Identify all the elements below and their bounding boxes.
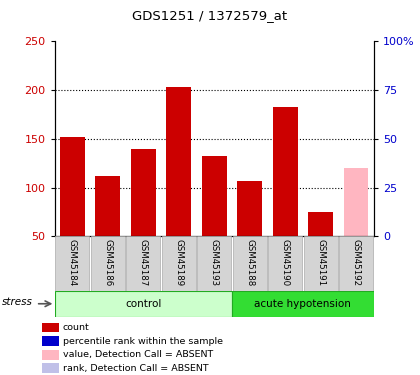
Text: GSM45192: GSM45192 <box>352 239 360 286</box>
Text: GSM45186: GSM45186 <box>103 239 112 286</box>
Bar <box>166 87 191 236</box>
Text: acute hypotension: acute hypotension <box>255 299 351 309</box>
Text: rank, Detection Call = ABSENT: rank, Detection Call = ABSENT <box>63 364 208 373</box>
Bar <box>131 148 156 236</box>
Bar <box>42 322 59 332</box>
Bar <box>339 236 373 291</box>
Bar <box>42 363 59 373</box>
Bar <box>42 336 59 346</box>
Bar <box>42 350 59 360</box>
Text: GDS1251 / 1372579_at: GDS1251 / 1372579_at <box>132 9 288 22</box>
Bar <box>55 236 89 291</box>
Bar <box>308 212 333 236</box>
Text: GSM45189: GSM45189 <box>174 239 183 286</box>
Bar <box>95 176 120 236</box>
Bar <box>344 168 368 236</box>
Text: GSM45184: GSM45184 <box>68 239 77 286</box>
Bar <box>162 236 196 291</box>
Text: stress: stress <box>2 297 33 307</box>
Bar <box>268 236 302 291</box>
Text: control: control <box>125 299 161 309</box>
Bar <box>202 156 227 236</box>
Bar <box>197 236 231 291</box>
Bar <box>273 106 297 236</box>
Bar <box>232 291 374 317</box>
Text: GSM45191: GSM45191 <box>316 239 325 286</box>
Text: GSM45190: GSM45190 <box>281 239 290 286</box>
Text: percentile rank within the sample: percentile rank within the sample <box>63 336 223 345</box>
Text: GSM45188: GSM45188 <box>245 239 254 286</box>
Bar <box>304 236 338 291</box>
Bar <box>91 236 125 291</box>
Text: value, Detection Call = ABSENT: value, Detection Call = ABSENT <box>63 350 213 359</box>
Bar <box>60 137 85 236</box>
Bar <box>237 181 262 236</box>
Bar <box>126 236 160 291</box>
Bar <box>233 236 267 291</box>
Bar <box>55 291 232 317</box>
Text: GSM45193: GSM45193 <box>210 239 219 286</box>
Text: GSM45187: GSM45187 <box>139 239 148 286</box>
Text: count: count <box>63 323 89 332</box>
